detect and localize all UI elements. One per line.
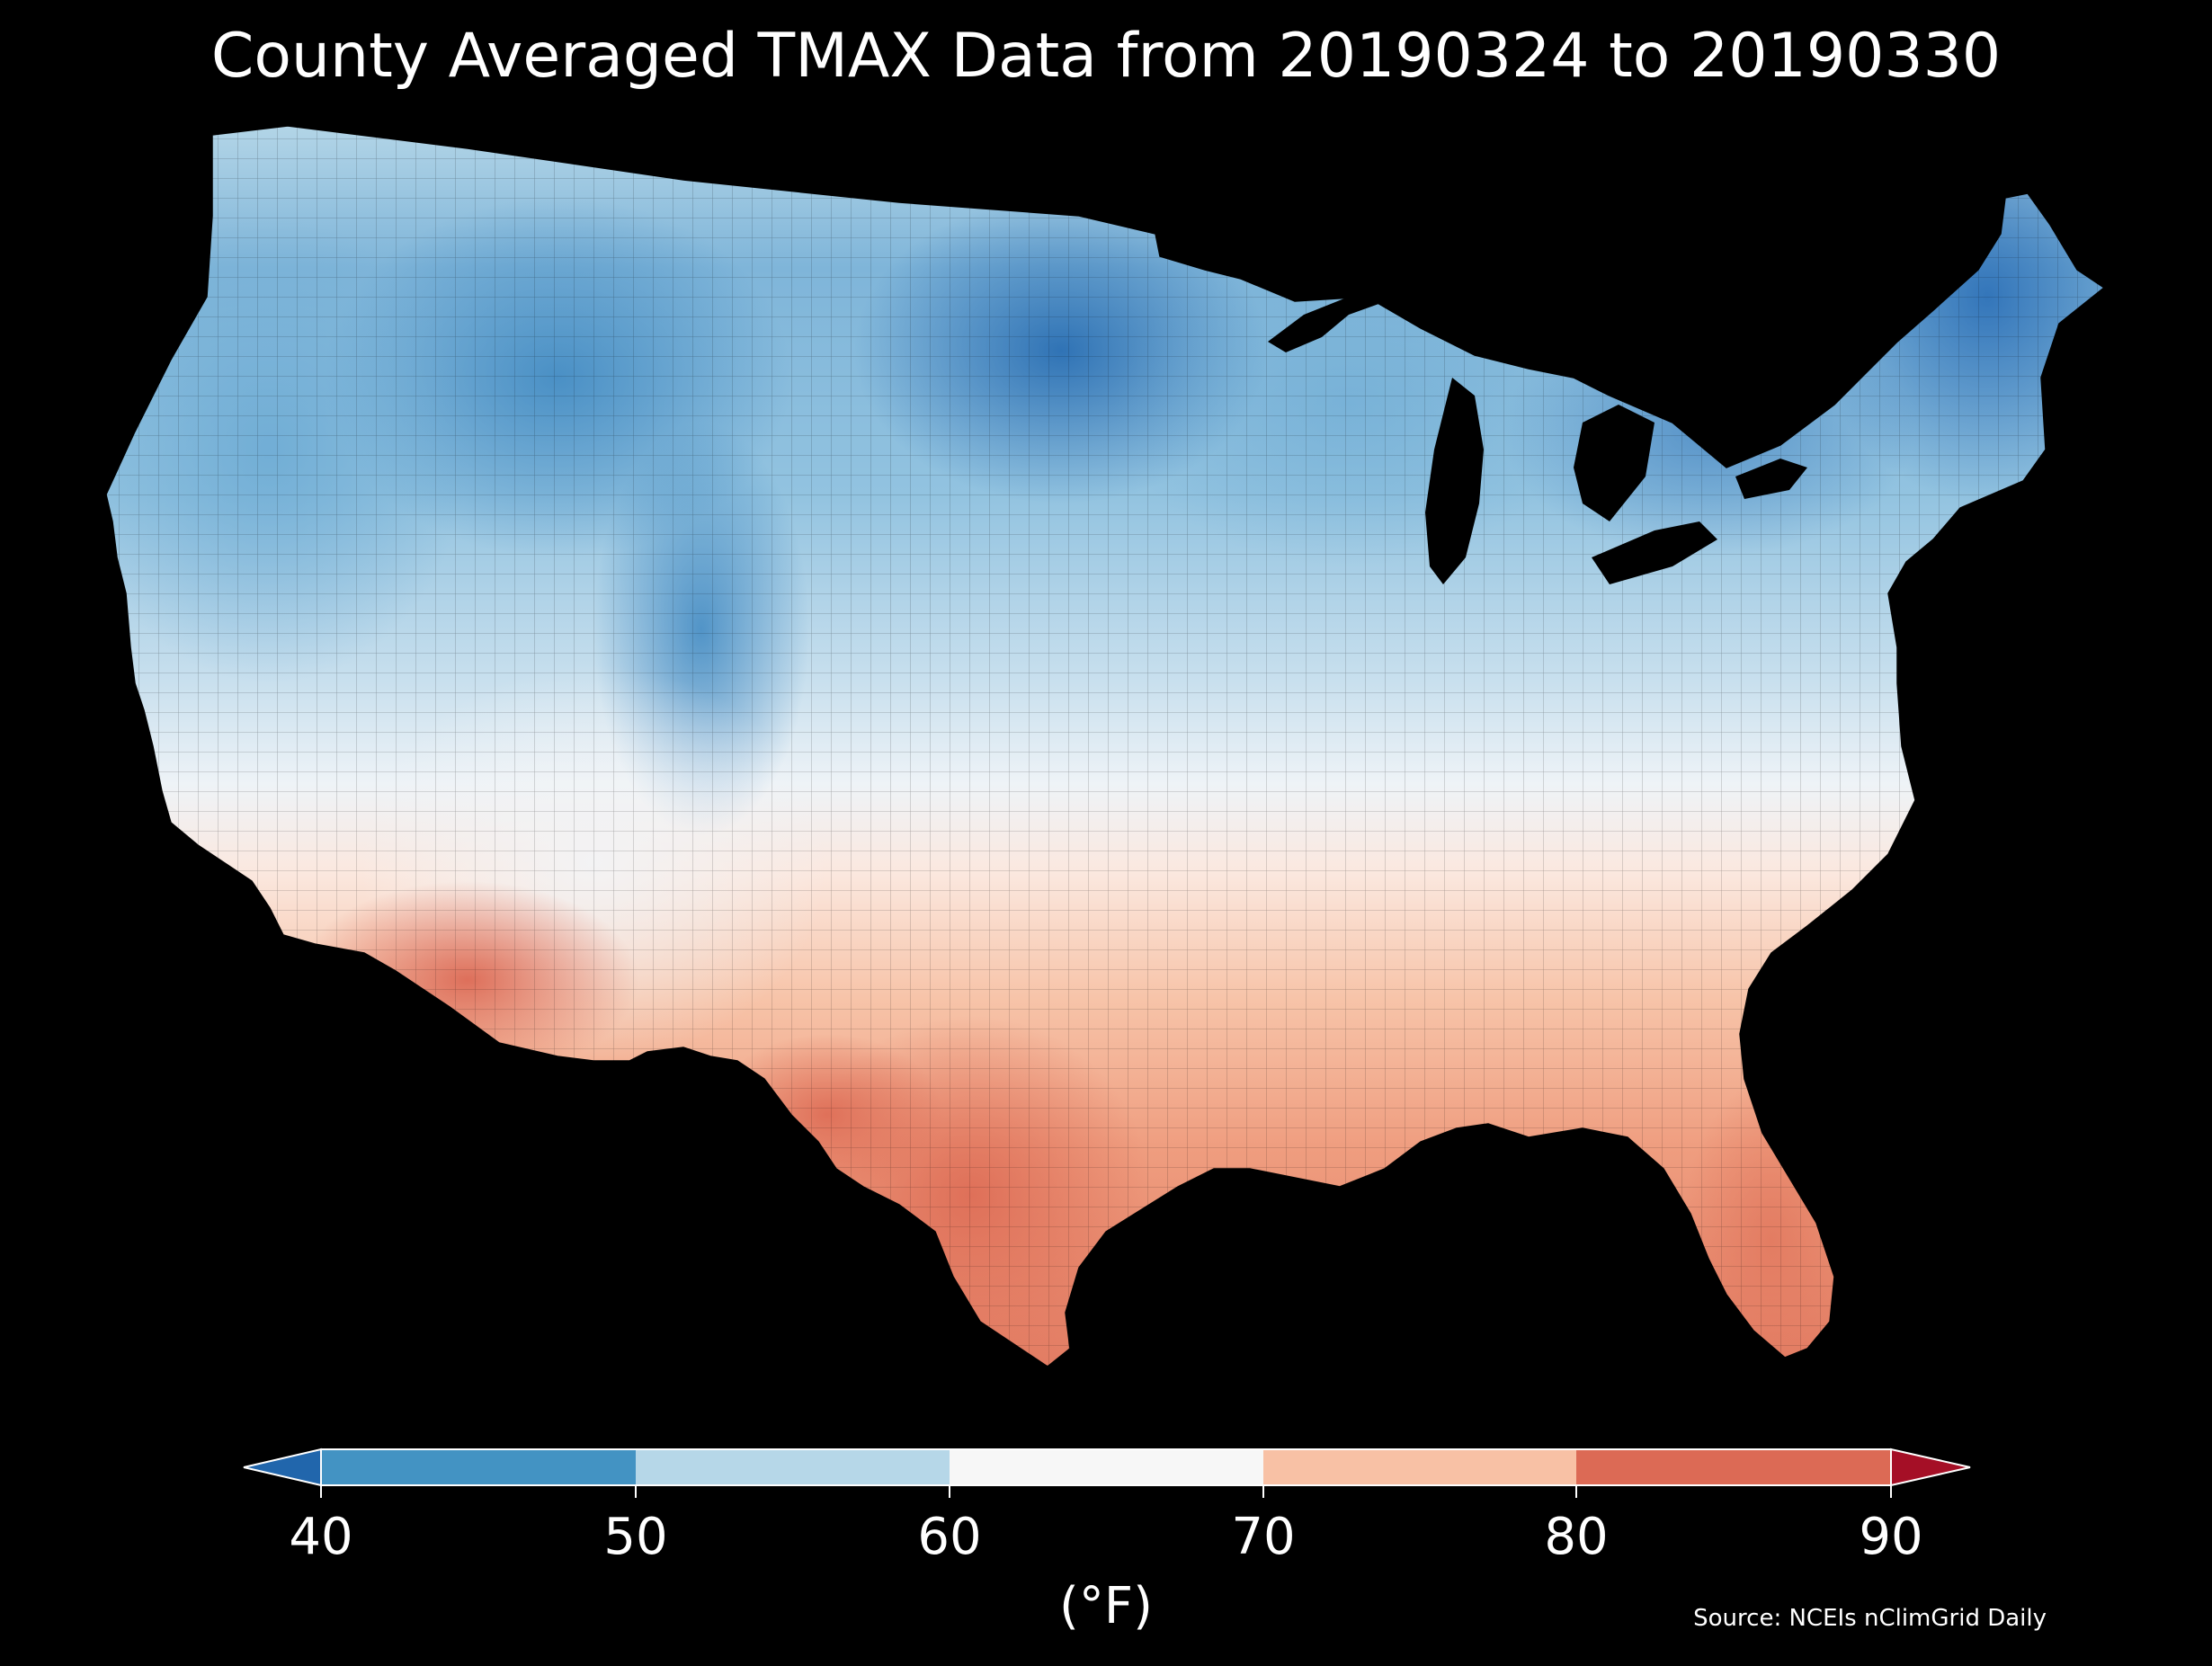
colorbar-bin-40-50 (321, 1449, 636, 1485)
colorbar-tick-label: 60 (917, 1508, 982, 1566)
colorbar-tick-label: 40 (289, 1508, 353, 1566)
colorbar-unit-label: (°F) (1059, 1577, 1153, 1635)
colorbar-bin-50-60 (636, 1449, 950, 1485)
colorbar-tick-label: 90 (1859, 1508, 1923, 1566)
colorbar-under-extension (243, 1448, 322, 1487)
conus-fill (106, 126, 2104, 1367)
colorbar-tick-label: 70 (1231, 1508, 1296, 1566)
colorbar-over-extension (1890, 1448, 1971, 1487)
colorbar-bin-60-70 (950, 1449, 1263, 1485)
colorbar (243, 1448, 1971, 1498)
colorbar-frame (320, 1448, 1892, 1486)
colorbar-tick-marks (320, 1485, 1892, 1498)
great-lakes (1268, 288, 1807, 584)
colorbar-bin-70-80 (1263, 1449, 1576, 1485)
colorbar-bin-80-90 (1576, 1449, 1891, 1485)
colorbar-tick-label: 80 (1544, 1508, 1609, 1566)
map-title: County Averaged TMAX Data from 20190324 … (210, 21, 2002, 92)
colorbar-tick-label: 50 (603, 1508, 668, 1566)
source-note: Source: NCEIs nClimGrid Daily (1693, 1605, 2047, 1632)
